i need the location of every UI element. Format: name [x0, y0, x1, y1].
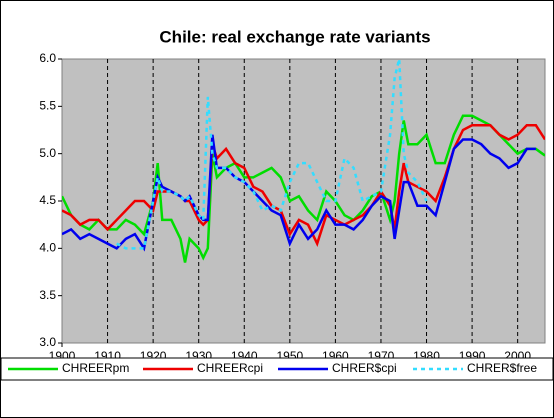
y-tick-label: 6.0	[39, 51, 56, 65]
y-tick-label: 4.5	[39, 193, 56, 207]
legend-label: CHRER$cpi	[332, 361, 397, 375]
chart-title: Chile: real exchange rate variants	[159, 27, 430, 46]
series-line	[116, 59, 428, 250]
legend-label: CHREERcpi	[197, 361, 263, 375]
y-tick-label: 5.5	[39, 99, 56, 113]
y-tick-label: 5.0	[39, 146, 56, 160]
legend-label: CHREERpm	[62, 361, 129, 375]
y-tick-label: 4.0	[39, 241, 56, 255]
series-line	[62, 134, 536, 252]
y-tick-label: 3.5	[39, 288, 56, 302]
legend-label: CHRER$free	[467, 361, 537, 375]
legend-box	[0, 357, 554, 381]
y-tick-label: 3.0	[39, 335, 56, 349]
